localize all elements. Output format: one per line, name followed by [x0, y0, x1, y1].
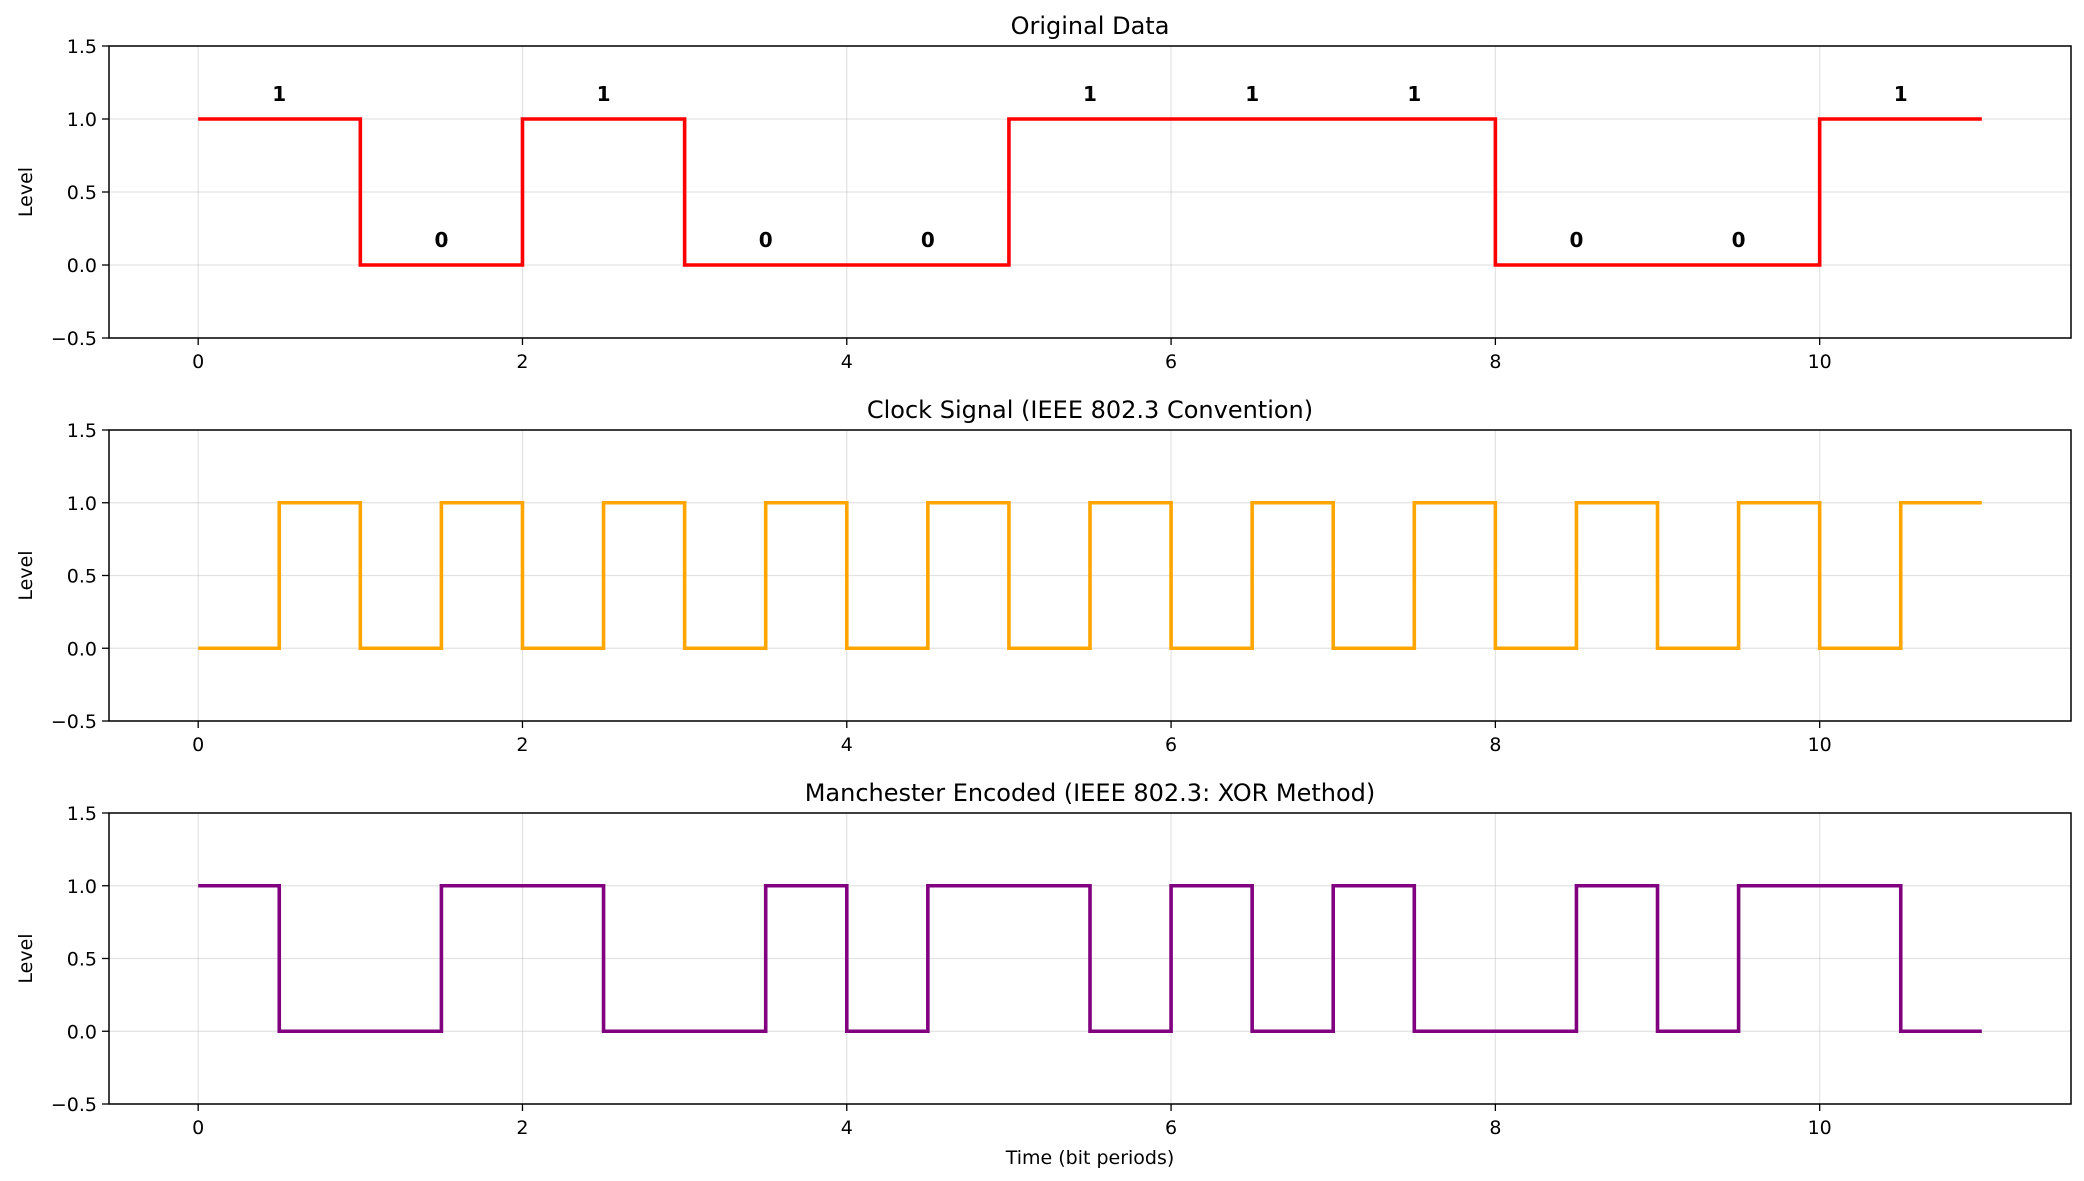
x-tick-label: 2: [516, 1117, 528, 1139]
bit-label: 1: [597, 82, 611, 106]
x-tick-label: 8: [1489, 734, 1501, 756]
subplot-3: 0 2 4 6 8 10 −0.5 0.0 0.5 1.0 1.5 Manchester Encode…: [15, 779, 2072, 1169]
y-tick-label: 0.0: [67, 1021, 97, 1043]
x-tick-label: 0: [192, 351, 204, 373]
y-tick-label: 1.0: [67, 876, 97, 898]
y-tick-label: 0.5: [67, 566, 97, 588]
bit-label: 1: [272, 82, 286, 106]
x-axis-label: Time (bit periods): [1005, 1147, 1175, 1169]
x-tick-label: 2: [516, 351, 528, 373]
y-tick-label: 1.5: [67, 36, 97, 58]
bit-label: 1: [1894, 82, 1908, 106]
y-axis-label: Level: [15, 933, 37, 983]
y-tick-label: 1.5: [67, 803, 97, 825]
x-tick-label: 10: [1808, 1117, 1832, 1139]
signal-line: [198, 883, 1982, 1034]
x-tick-label: 4: [841, 351, 853, 373]
bit-label: 1: [1407, 82, 1421, 106]
x-tick-label: 8: [1489, 1117, 1501, 1139]
signal-line: [198, 117, 1982, 267]
bit-label: 0: [759, 228, 773, 252]
bit-label: 0: [434, 228, 448, 252]
subplot-title: Original Data: [1011, 12, 1170, 40]
bit-label: 0: [1732, 228, 1746, 252]
y-tick-label: 0.5: [67, 182, 97, 204]
y-tick-label: 1.0: [67, 493, 97, 515]
bit-label: 1: [1083, 82, 1097, 106]
x-tick-label: 0: [192, 734, 204, 756]
signal-line: [198, 500, 1982, 651]
x-tick-label: 8: [1489, 351, 1501, 373]
y-tick-label: −0.5: [51, 328, 97, 350]
subplot-title: Manchester Encoded (IEEE 802.3: XOR Meth…: [805, 779, 1376, 807]
x-tick-label: 6: [1165, 734, 1177, 756]
x-tick-label: 0: [192, 1117, 204, 1139]
y-tick-label: −0.5: [51, 711, 97, 733]
x-tick-label: 6: [1165, 351, 1177, 373]
x-tick-label: 4: [841, 734, 853, 756]
y-axis-label: Level: [15, 550, 37, 600]
y-tick-label: −0.5: [51, 1094, 97, 1116]
bit-label: 0: [1569, 228, 1583, 252]
y-axis-label: Level: [15, 167, 37, 217]
y-tick-label: 0.0: [67, 255, 97, 277]
y-tick-label: 0.5: [67, 949, 97, 971]
bit-label: 1: [1245, 82, 1259, 106]
x-tick-label: 4: [841, 1117, 853, 1139]
subplot-title: Clock Signal (IEEE 802.3 Convention): [867, 396, 1313, 424]
y-tick-label: 0.0: [67, 638, 97, 660]
subplot-2: 0 2 4 6 8 10 −0.5 0.0 0.5 1.0 1.5 Clock Signal (IEE…: [15, 396, 2072, 756]
x-tick-label: 10: [1808, 351, 1832, 373]
bit-label: 0: [921, 228, 935, 252]
y-tick-label: 1.5: [67, 420, 97, 442]
x-tick-label: 2: [516, 734, 528, 756]
y-tick-label: 1.0: [67, 109, 97, 131]
x-tick-label: 6: [1165, 1117, 1177, 1139]
x-tick-label: 10: [1808, 734, 1832, 756]
